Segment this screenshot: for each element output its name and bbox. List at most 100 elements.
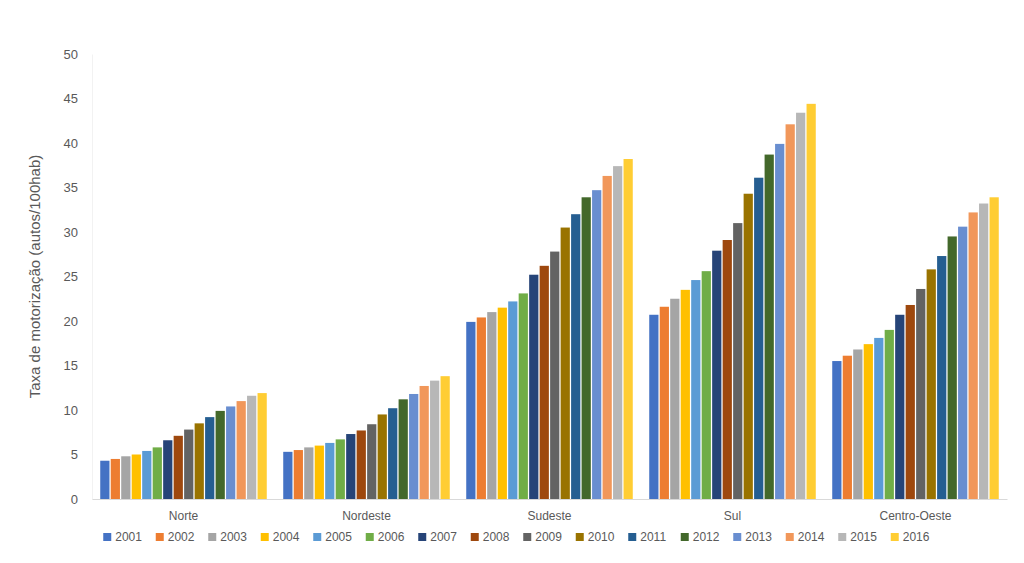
bar	[927, 269, 936, 499]
legend-label: 2004	[273, 530, 300, 544]
legend-swatch	[576, 533, 584, 541]
legend-label: 2011	[640, 530, 666, 544]
legend-label: 2005	[325, 530, 352, 544]
legend-swatch	[418, 533, 426, 541]
bar	[660, 307, 669, 499]
y-tick-label: 0	[71, 492, 78, 507]
bar	[895, 315, 904, 499]
legend-item: 2003	[208, 530, 247, 544]
bar	[216, 411, 225, 499]
bar	[258, 393, 267, 499]
legend-label: 2009	[535, 530, 562, 544]
bar	[853, 349, 862, 499]
bar-series	[216, 155, 957, 499]
bar	[550, 252, 559, 499]
bar	[466, 322, 475, 499]
legend-swatch	[891, 533, 899, 541]
legend-label: 2012	[693, 530, 720, 544]
y-tick-label: 30	[64, 225, 78, 240]
bar	[691, 280, 700, 499]
bar	[864, 344, 873, 499]
legend-swatch	[103, 533, 111, 541]
y-tick-label: 5	[71, 447, 78, 462]
legend-swatch	[628, 533, 636, 541]
bar	[885, 330, 894, 499]
bar	[561, 228, 570, 499]
bar	[378, 414, 387, 499]
bar	[979, 204, 988, 499]
bar	[294, 450, 303, 499]
x-tick-label: Sul	[724, 509, 741, 523]
bar	[948, 236, 957, 499]
bar	[315, 446, 324, 499]
bar	[874, 338, 883, 499]
bar	[712, 251, 721, 499]
bar	[681, 290, 690, 499]
x-tick: Norte	[169, 499, 199, 523]
y-tick-label: 50	[64, 47, 78, 62]
y-tick: 30	[64, 225, 92, 240]
bar-series	[226, 144, 967, 499]
plot: 05101520253035404550NorteNordesteSudeste…	[64, 47, 1008, 523]
y-tick: 5	[71, 447, 92, 462]
bar	[702, 271, 711, 499]
legend-swatch	[313, 533, 321, 541]
bar	[325, 443, 334, 499]
bar	[649, 315, 658, 499]
bar	[765, 155, 774, 499]
y-tick: 40	[64, 136, 92, 151]
bar	[529, 275, 538, 499]
bar	[399, 399, 408, 499]
x-tick: Sudeste	[527, 499, 571, 523]
bar	[100, 461, 109, 499]
legend-item: 2016	[891, 530, 930, 544]
x-tick-label: Nordeste	[342, 509, 391, 523]
bar	[603, 176, 612, 499]
bars	[100, 104, 999, 499]
bar	[592, 190, 601, 499]
legend-item: 2007	[418, 530, 457, 544]
y-tick: 20	[64, 314, 92, 329]
bar	[508, 301, 517, 499]
bar-series	[195, 194, 936, 499]
bar	[430, 381, 439, 499]
y-tick-label: 20	[64, 314, 78, 329]
bar	[775, 144, 784, 499]
legend-item: 2002	[156, 530, 195, 544]
bar	[163, 440, 172, 499]
legend-item: 2011	[628, 530, 666, 544]
bar	[132, 455, 141, 500]
legend-item: 2010	[576, 530, 615, 544]
legend-swatch	[786, 533, 794, 541]
legend-swatch	[156, 533, 164, 541]
bar	[843, 356, 852, 499]
legend-item: 2009	[523, 530, 562, 544]
legend-item: 2014	[786, 530, 825, 544]
bar	[111, 459, 120, 499]
bar	[786, 124, 795, 499]
y-tick-label: 40	[64, 136, 78, 151]
legend-item: 2015	[838, 530, 877, 544]
bar	[582, 197, 591, 499]
bar	[624, 159, 633, 499]
y-tick: 35	[64, 180, 92, 195]
legend-swatch	[838, 533, 846, 541]
bar	[247, 396, 256, 499]
bar	[336, 439, 345, 499]
bar-series	[205, 178, 946, 499]
bar	[832, 361, 841, 499]
bar	[807, 104, 816, 499]
legend-swatch	[471, 533, 479, 541]
bar-series	[237, 124, 978, 499]
bar	[205, 417, 214, 499]
bar	[540, 266, 549, 499]
bar	[388, 408, 397, 499]
bar	[969, 212, 978, 499]
bar	[796, 113, 805, 499]
bar-series	[247, 113, 988, 499]
x-tick: Nordeste	[342, 499, 391, 523]
y-tick-label: 15	[64, 358, 78, 373]
legend: 2001200220032004200520062007200820092010…	[103, 530, 930, 544]
bar	[733, 223, 742, 499]
y-axis: 05101520253035404550	[64, 47, 93, 507]
